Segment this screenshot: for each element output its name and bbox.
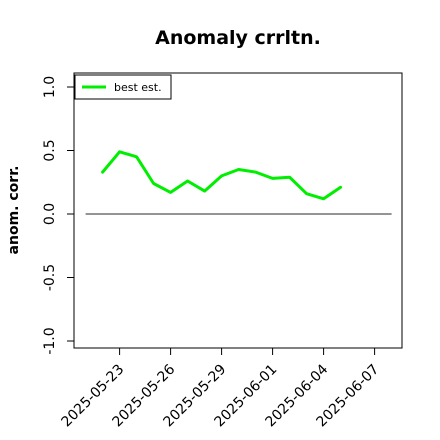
series-line-0	[101, 150, 343, 201]
series-layer	[101, 150, 343, 201]
y-tick-label: 1.0	[42, 76, 58, 98]
y-tick-label: -1.0	[42, 327, 58, 354]
y-tick-label: 0.5	[42, 139, 58, 161]
y-tick-label: -0.5	[42, 264, 58, 291]
chart-title: Anomaly crrltn.	[155, 27, 321, 49]
y-axis-label: anom. corr.	[6, 166, 22, 255]
legend-label: best est.	[114, 81, 162, 94]
x-axis: 2025-05-232025-05-262025-05-292025-06-01…	[59, 347, 382, 430]
plot-area-frame	[73, 72, 403, 349]
y-axis: -1.0 -0.5 0.0 0.5 1.0	[42, 76, 75, 355]
y-tick-label: 0.0	[42, 203, 58, 225]
legend: best est.	[74, 74, 172, 100]
